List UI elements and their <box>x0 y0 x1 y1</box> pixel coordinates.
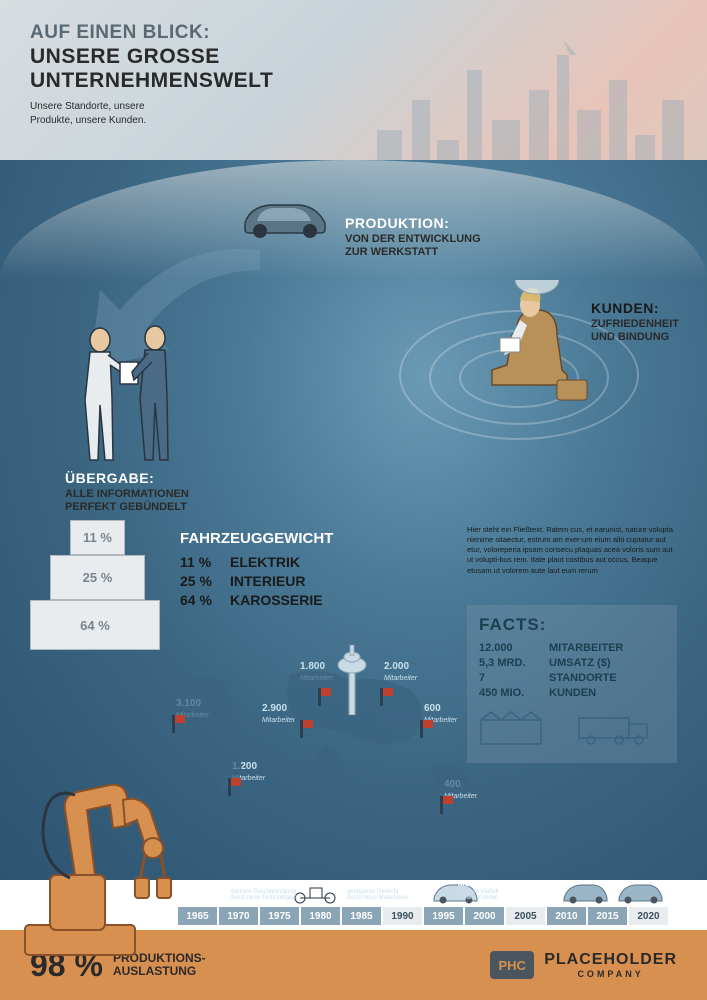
factory-truck-icon <box>479 706 664 748</box>
location-flag <box>318 688 321 706</box>
weight-boxes: 11 % 25 % 64 % <box>30 510 160 650</box>
world-map-illustration <box>150 650 510 810</box>
timeline-item: KAROSSERIEgeringeres Gewicht durch neue … <box>347 879 408 902</box>
timeline-item: MODELLEgrößere Vielfalt für alle Kunden <box>458 879 499 902</box>
facts-box: FACTS: 12.000MITARBEITER5,3 MRD.UMSATZ (… <box>467 605 677 763</box>
logo-name: PLACEHOLDER <box>544 951 677 969</box>
timeline-year: 2010 <box>547 907 586 925</box>
location-flag <box>300 720 303 738</box>
facts-title: FACTS: <box>479 615 665 635</box>
location-flag <box>420 720 423 738</box>
timeline-year: 2020 <box>629 907 668 925</box>
handover-sub: ALLE INFORMATIONEN PERFEKT GEBÜNDELT <box>65 488 189 514</box>
tower-illustration <box>332 645 372 715</box>
location-flag <box>380 688 383 706</box>
timeline-year: 1965 <box>178 907 217 925</box>
facts-row: 5,3 MRD.UMSATZ ($) <box>479 656 665 671</box>
weight-box-3: 64 % <box>30 600 160 650</box>
location-flag <box>440 796 443 814</box>
header-block: AUF EINEN BLICK: UNSERE GROSSE UNTERNEHM… <box>30 22 273 127</box>
location-flag <box>228 778 231 796</box>
handover-people-illustration <box>60 320 200 470</box>
timeline-year: 1990 <box>383 907 422 925</box>
timeline-year: 1980 <box>301 907 340 925</box>
timeline-year: 1970 <box>219 907 258 925</box>
company-logo: PHC PLACEHOLDER COMPANY <box>490 951 677 979</box>
car-model-icon <box>615 880 665 904</box>
facts-row: 450 MIO.KUNDEN <box>479 686 665 701</box>
customers-sub: ZUFRIEDENHEIT UND BINDUNG <box>591 318 679 344</box>
timeline-year: 1995 <box>424 907 463 925</box>
header-title-2b: UNTERNEHMENSWELT <box>30 70 273 92</box>
weight-box-1: 11 % <box>70 520 125 555</box>
timeline-year: 2005 <box>506 907 545 925</box>
handover-section: ÜBERGABE: ALLE INFORMATIONEN PERFEKT GEB… <box>65 470 189 514</box>
weight-row: 25 %INTERIEUR <box>180 572 333 591</box>
timeline-year: 2015 <box>588 907 627 925</box>
timeline-year: 1975 <box>260 907 299 925</box>
timeline-years: 1965197019751980198519901995200020052010… <box>178 907 668 925</box>
weight-row: 64 %KAROSSERIE <box>180 591 333 610</box>
production-sub: VON DER ENTWICKLUNG ZUR WERKSTATT <box>345 233 481 259</box>
logo-badge: PHC <box>490 951 534 979</box>
infographic-page: AUF EINEN BLICK: UNSERE GROSSE UNTERNEHM… <box>0 0 707 1000</box>
customers-section: KUNDEN: ZUFRIEDENHEIT UND BINDUNG <box>591 300 679 344</box>
production-title: PRODUKTION: <box>345 215 481 231</box>
customer-armchair-illustration <box>462 280 592 410</box>
robot-arm-illustration <box>15 700 185 960</box>
handover-title: ÜBERGABE: <box>65 470 189 486</box>
weight-row: 11 %ELEKTRIK <box>180 553 333 572</box>
body-text: Hier steht ein Fließtext. Ratem cus, et … <box>467 525 677 576</box>
car-illustration <box>235 195 335 240</box>
header-subtitle: Unsere Standorte, unsere Produkte, unser… <box>30 100 273 127</box>
timeline-year: 2000 <box>465 907 504 925</box>
facts-row: 12.000MITARBEITER <box>479 641 665 656</box>
timeline-item: RADLAGERstärkere Beschleunigung durch ne… <box>230 879 297 902</box>
weight-box-2: 25 % <box>50 555 145 600</box>
weight-table: FAHRZEUGGEWICHT 11 %ELEKTRIK25 %INTERIEU… <box>180 530 333 610</box>
facts-row: 7STANDORTE <box>479 671 665 686</box>
header-title-2a: UNSERE GROSSE <box>30 46 273 68</box>
timeline-items: RADLAGERstärkere Beschleunigung durch ne… <box>230 879 499 902</box>
weight-title: FAHRZEUGGEWICHT <box>180 530 333 547</box>
header-title-1: AUF EINEN BLICK: <box>30 22 273 44</box>
customers-title: KUNDEN: <box>591 300 679 316</box>
logo-sub: COMPANY <box>544 969 677 979</box>
production-section: PRODUKTION: VON DER ENTWICKLUNG ZUR WERK… <box>345 215 481 259</box>
timeline-year: 1985 <box>342 907 381 925</box>
car-model-icon <box>560 880 610 904</box>
